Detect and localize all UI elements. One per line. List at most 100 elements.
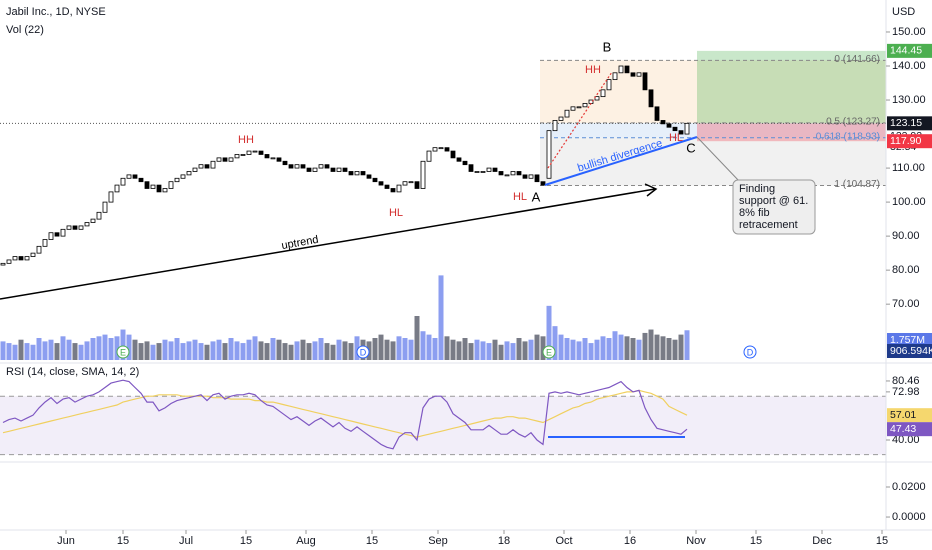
stop-zone <box>697 123 886 142</box>
volume-bar <box>378 334 384 360</box>
volume-bar <box>462 338 468 360</box>
volume-bar <box>504 341 510 360</box>
candle <box>192 167 198 172</box>
x-tick-label: Sep <box>428 535 448 547</box>
volume-bar <box>96 336 102 360</box>
candle <box>156 184 162 193</box>
rsi-title: RSI (14, close, SMA, 14, 2) <box>6 366 139 378</box>
candle <box>96 211 102 220</box>
rsi-tick-label: 80.46 <box>892 375 920 387</box>
candle <box>240 154 246 156</box>
x-tick-label: Jun <box>57 535 75 547</box>
target-tag-bg <box>887 43 932 58</box>
rsi-tick-label: 72.98 <box>892 386 920 398</box>
candle <box>30 252 36 257</box>
candle <box>126 174 132 179</box>
volume-bar <box>312 341 318 360</box>
volume-bar <box>624 336 630 360</box>
volume-bar <box>204 344 210 360</box>
candle <box>174 177 180 183</box>
x-tick-label: 15 <box>876 535 888 547</box>
volume-bar <box>60 336 66 360</box>
volume-bar <box>168 341 174 360</box>
volume-bar <box>558 334 564 360</box>
volume-bar <box>336 339 342 360</box>
volume-bar <box>480 341 486 360</box>
volume-tag: 1.757M <box>890 334 925 346</box>
y-tick-label: 140.00 <box>892 60 926 72</box>
volume-bar <box>384 339 390 360</box>
fib-zone <box>540 122 886 138</box>
volume-bar <box>324 343 330 360</box>
event-icon <box>356 345 370 359</box>
event-icon <box>116 345 130 359</box>
candle <box>384 184 390 189</box>
volume-bar <box>192 339 198 360</box>
volume-bar <box>240 343 246 360</box>
candle <box>486 167 492 172</box>
volume-bar <box>294 341 300 360</box>
impulse-line <box>547 71 613 169</box>
annotation: HH <box>585 64 601 76</box>
candle <box>150 184 156 189</box>
volume-bar <box>198 343 204 360</box>
candle <box>438 147 444 150</box>
lower-tick-label: 0.0000 <box>892 511 926 523</box>
volume-bar <box>666 338 672 360</box>
candle <box>606 79 612 91</box>
rsi-sma-line <box>2 389 688 438</box>
candle <box>624 65 630 74</box>
candle <box>528 174 534 179</box>
callout-pointer <box>696 136 741 183</box>
candle <box>210 160 216 169</box>
volume-bar <box>492 339 498 360</box>
candle <box>498 171 504 176</box>
candle <box>684 122 690 135</box>
volume-bar <box>390 341 396 360</box>
volume-bar <box>186 341 192 360</box>
y-tick-label: 70.00 <box>892 298 920 310</box>
callout-box <box>732 179 816 235</box>
volume-bar <box>108 338 114 360</box>
volume-bar <box>648 329 654 360</box>
volume-bar <box>654 334 660 360</box>
volume-bar <box>468 343 474 360</box>
candle <box>474 171 480 173</box>
x-tick-label: 15 <box>240 535 252 547</box>
volume-bar <box>288 344 294 360</box>
candle <box>654 106 660 121</box>
candle <box>180 174 186 179</box>
volume-bar <box>408 339 414 360</box>
volume-bar <box>318 338 324 360</box>
volume-bar <box>180 343 186 360</box>
candle <box>456 157 462 162</box>
volume-bar <box>6 343 12 360</box>
x-tick-label: Oct <box>555 535 572 547</box>
volume-bar <box>126 334 132 360</box>
candle <box>108 191 114 203</box>
candle <box>552 120 558 132</box>
candle <box>600 89 606 98</box>
y-tick-label: 150.00 <box>892 26 926 38</box>
candle <box>288 164 294 169</box>
x-tick-label: Jul <box>179 535 193 547</box>
volume-bar <box>510 343 516 360</box>
volume-bar <box>150 344 156 360</box>
volume-bar <box>258 341 264 360</box>
candle <box>468 164 474 172</box>
volume-ma-tag-bg <box>887 344 932 358</box>
x-tick-label: 18 <box>498 535 510 547</box>
volume-bar <box>420 331 426 360</box>
volume-bar <box>540 336 546 360</box>
candle <box>228 157 234 162</box>
volume-bar <box>72 343 78 360</box>
candle <box>72 225 78 230</box>
callout-text: 8% fib <box>739 207 770 219</box>
volume-bar <box>522 341 528 360</box>
volume-bar <box>282 343 288 360</box>
stop-tag-bg <box>887 134 932 149</box>
event-label: E <box>546 347 552 357</box>
volume-bar <box>102 334 108 360</box>
callout-text: retracement <box>739 219 798 231</box>
volume-bar <box>120 329 126 360</box>
